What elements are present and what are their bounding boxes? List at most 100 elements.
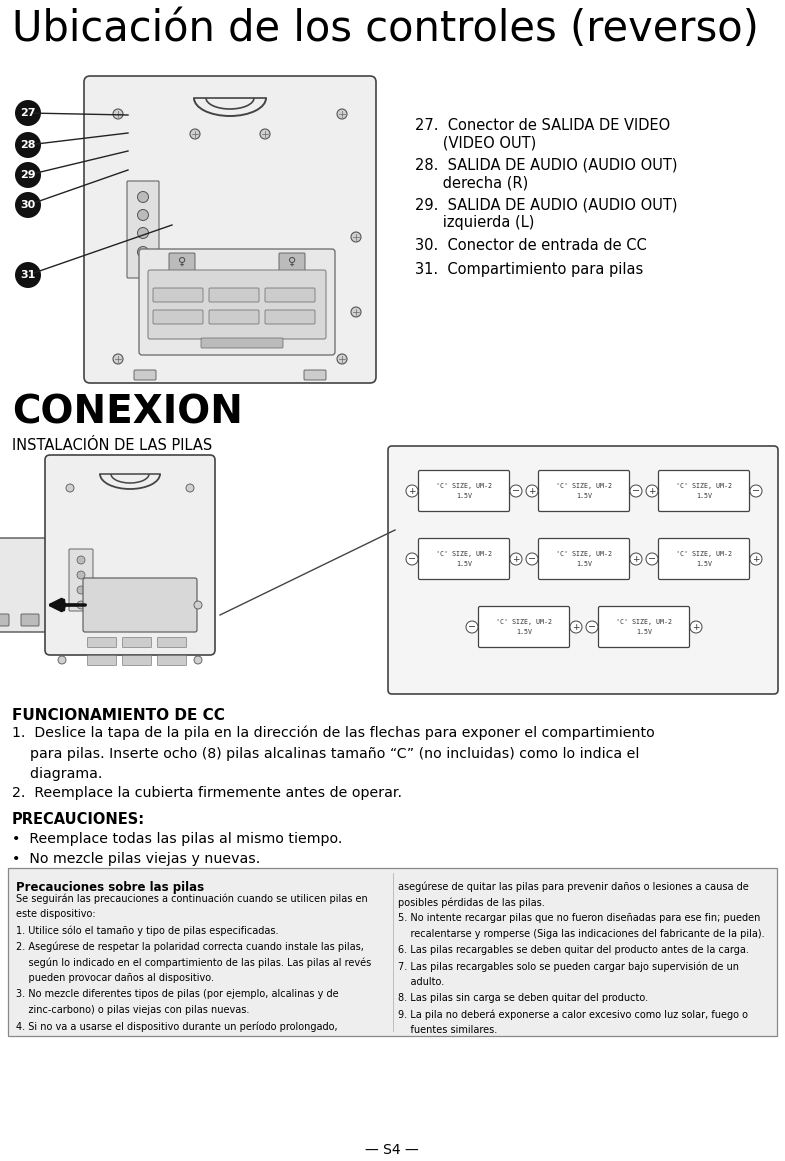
FancyBboxPatch shape (148, 271, 326, 339)
Text: 28.  SALIDA DE AUDIO (AUDIO OUT): 28. SALIDA DE AUDIO (AUDIO OUT) (415, 158, 677, 173)
Text: 'C' SIZE, UM-2: 'C' SIZE, UM-2 (496, 619, 552, 625)
FancyBboxPatch shape (45, 455, 215, 655)
Text: pueden provocar daños al dispositivo.: pueden provocar daños al dispositivo. (16, 973, 214, 983)
Circle shape (586, 621, 598, 633)
Circle shape (630, 553, 642, 565)
Text: 1.5V: 1.5V (576, 561, 592, 567)
Text: 1.5V: 1.5V (696, 561, 712, 567)
Circle shape (690, 621, 702, 633)
Circle shape (77, 601, 85, 610)
Circle shape (337, 109, 347, 118)
FancyBboxPatch shape (87, 656, 116, 665)
FancyBboxPatch shape (139, 248, 335, 355)
Text: Precauciones sobre las pilas: Precauciones sobre las pilas (16, 881, 204, 894)
FancyBboxPatch shape (279, 253, 305, 271)
Circle shape (137, 192, 148, 202)
FancyBboxPatch shape (21, 614, 39, 626)
Circle shape (351, 307, 361, 317)
Circle shape (77, 571, 85, 579)
Text: +: + (752, 555, 760, 563)
FancyBboxPatch shape (87, 637, 116, 648)
Text: −: − (408, 554, 416, 564)
Text: −: − (468, 622, 476, 632)
Text: +: + (528, 486, 535, 496)
Text: −: − (648, 554, 656, 564)
FancyBboxPatch shape (418, 539, 509, 579)
Text: −: − (588, 622, 596, 632)
FancyBboxPatch shape (83, 578, 197, 632)
Text: FUNCIONAMIENTO DE CC: FUNCIONAMIENTO DE CC (12, 708, 225, 723)
FancyBboxPatch shape (158, 637, 187, 648)
FancyBboxPatch shape (659, 539, 750, 579)
FancyBboxPatch shape (479, 606, 569, 648)
FancyBboxPatch shape (539, 470, 630, 512)
Text: (VIDEO OUT): (VIDEO OUT) (415, 135, 536, 150)
Text: adulto.: adulto. (398, 978, 444, 987)
Text: 4. Si no va a usarse el dispositivo durante un período prolongado,: 4. Si no va a usarse el dispositivo dura… (16, 1021, 338, 1031)
Circle shape (186, 484, 194, 492)
FancyBboxPatch shape (388, 446, 778, 694)
Text: 2. Asegúrese de respetar la polaridad correcta cuando instale las pilas,: 2. Asegúrese de respetar la polaridad co… (16, 942, 364, 952)
Text: posibles pérdidas de las pilas.: posibles pérdidas de las pilas. (398, 897, 545, 908)
Circle shape (66, 484, 74, 492)
Text: −: − (512, 486, 520, 496)
Text: 'C' SIZE, UM-2: 'C' SIZE, UM-2 (436, 551, 492, 557)
Circle shape (526, 553, 538, 565)
Circle shape (510, 553, 522, 565)
Text: 'C' SIZE, UM-2: 'C' SIZE, UM-2 (436, 483, 492, 489)
Text: −: − (528, 554, 536, 564)
Text: 31.  Compartimiento para pilas: 31. Compartimiento para pilas (415, 262, 643, 277)
Text: derecha (R): derecha (R) (415, 175, 528, 190)
Text: 30.  Conector de entrada de CC: 30. Conector de entrada de CC (415, 238, 647, 253)
FancyBboxPatch shape (0, 538, 52, 632)
Text: 'C' SIZE, UM-2: 'C' SIZE, UM-2 (616, 619, 672, 625)
FancyBboxPatch shape (209, 310, 259, 324)
Circle shape (194, 656, 202, 664)
Text: 7. Las pilas recargables solo se pueden cargar bajo supervisión de un: 7. Las pilas recargables solo se pueden … (398, 961, 739, 972)
Circle shape (15, 132, 41, 158)
Circle shape (77, 556, 85, 564)
Text: −: − (632, 486, 640, 496)
Circle shape (15, 192, 41, 218)
Circle shape (58, 656, 66, 664)
Text: ♀: ♀ (178, 257, 186, 267)
Text: 1.  Deslice la tapa de la pila en la dirección de las flechas para exponer el co: 1. Deslice la tapa de la pila en la dire… (12, 726, 655, 780)
Text: 9. La pila no deberá exponerse a calor excesivo como luz solar, fuego o: 9. La pila no deberá exponerse a calor e… (398, 1009, 748, 1019)
Circle shape (77, 586, 85, 594)
Circle shape (337, 354, 347, 365)
Text: +: + (632, 555, 640, 563)
Text: +: + (648, 486, 655, 496)
FancyBboxPatch shape (69, 549, 93, 611)
Text: 8. Las pilas sin carga se deben quitar del producto.: 8. Las pilas sin carga se deben quitar d… (398, 993, 648, 1003)
Text: Ubicación de los controles (reverso): Ubicación de los controles (reverso) (12, 8, 759, 50)
FancyBboxPatch shape (153, 310, 203, 324)
Text: INSTALACIÓN DE LAS PILAS: INSTALACIÓN DE LAS PILAS (12, 438, 212, 453)
Circle shape (137, 209, 148, 221)
Text: zinc-carbono) o pilas viejas con pilas nuevas.: zinc-carbono) o pilas viejas con pilas n… (16, 1005, 250, 1015)
FancyBboxPatch shape (127, 181, 159, 277)
Circle shape (194, 601, 202, 610)
Text: fuentes similares.: fuentes similares. (398, 1025, 497, 1034)
FancyBboxPatch shape (134, 370, 156, 380)
Circle shape (526, 485, 538, 497)
Text: 3. No mezcle diferentes tipos de pilas (por ejemplo, alcalinas y de: 3. No mezcle diferentes tipos de pilas (… (16, 989, 338, 998)
FancyBboxPatch shape (659, 470, 750, 512)
Circle shape (406, 553, 418, 565)
Text: recalentarse y romperse (Siga las indicaciones del fabricante de la pila).: recalentarse y romperse (Siga las indica… (398, 929, 765, 939)
Text: 'C' SIZE, UM-2: 'C' SIZE, UM-2 (676, 551, 732, 557)
FancyBboxPatch shape (153, 288, 203, 302)
Text: +: + (692, 622, 699, 632)
Text: 30: 30 (20, 200, 35, 210)
Circle shape (260, 129, 270, 139)
Text: 27: 27 (20, 108, 36, 118)
Text: 1.5V: 1.5V (456, 493, 472, 499)
Text: este dispositivo:: este dispositivo: (16, 909, 96, 920)
Circle shape (58, 601, 66, 610)
Text: asegúrese de quitar las pilas para prevenir daños o lesiones a causa de: asegúrese de quitar las pilas para preve… (398, 881, 749, 892)
Text: 2.  Reemplace la cubierta firmemente antes de operar.: 2. Reemplace la cubierta firmemente ante… (12, 786, 402, 800)
Text: izquierda (L): izquierda (L) (415, 215, 535, 230)
FancyBboxPatch shape (209, 288, 259, 302)
FancyBboxPatch shape (265, 310, 315, 324)
Text: •  Reemplace todas las pilas al mismo tiempo.: • Reemplace todas las pilas al mismo tie… (12, 832, 342, 846)
Text: 29: 29 (20, 170, 36, 180)
